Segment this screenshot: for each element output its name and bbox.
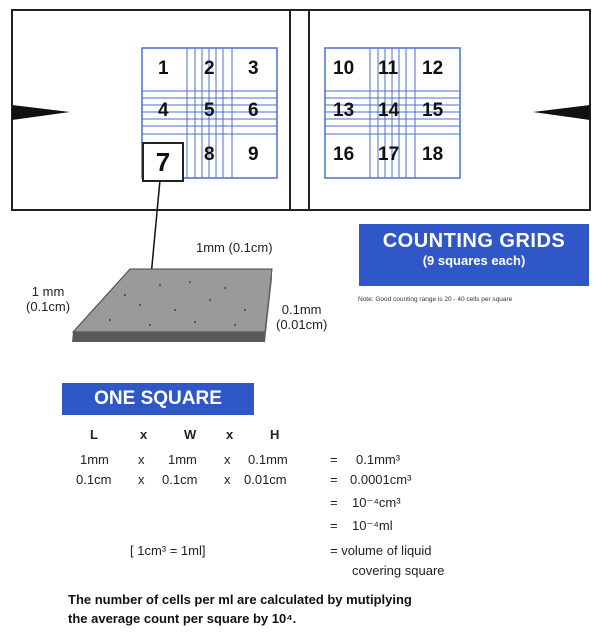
one-square-title: ONE SQUARE xyxy=(94,388,222,409)
volume-line-2: covering square xyxy=(352,563,445,578)
header-w: W xyxy=(184,427,197,442)
row3-result: 10⁻⁴cm³ xyxy=(352,495,401,510)
left-counting-grid xyxy=(141,47,278,179)
right-counting-grid xyxy=(324,47,461,179)
volume-line-1: = volume of liquid xyxy=(330,543,432,558)
grid-number: 12 xyxy=(422,58,444,79)
row1-l: 1mm xyxy=(80,452,109,467)
slide-outline xyxy=(11,9,591,211)
footer-text: The number of cells per ml are calculate… xyxy=(68,590,412,628)
square-top-face xyxy=(71,268,273,333)
row3-eq: = xyxy=(330,495,338,510)
conversion-note: [ 1cm³ = 1ml] xyxy=(130,543,206,558)
dimension-right-line1: 0.1mm xyxy=(281,302,322,317)
row2-l: 0.1cm xyxy=(76,472,112,487)
row2-h: 0.01cm xyxy=(244,472,287,487)
header-x1: x xyxy=(140,427,148,442)
callout-number: 7 xyxy=(155,147,171,177)
row2-eq: = xyxy=(330,472,338,487)
counting-grids-box: COUNTING GRIDS (9 squares each) xyxy=(359,224,589,286)
footer-line-2: the average count per square by 10⁴. xyxy=(68,611,297,626)
counting-grids-title: COUNTING GRIDS xyxy=(382,230,566,252)
one-square-illustration xyxy=(71,179,273,342)
header-l: L xyxy=(90,427,98,442)
square-front-face xyxy=(72,332,265,342)
one-square-banner: ONE SQUARE xyxy=(62,383,254,415)
grid-number: 10 xyxy=(333,58,355,79)
row2-w: 0.1cm xyxy=(162,472,198,487)
grid-number: 5 xyxy=(204,100,215,121)
grid-number: 6 xyxy=(248,100,259,121)
dimension-left-label: 1 mm (0.1cm) xyxy=(26,284,70,314)
grid-number: 9 xyxy=(248,144,259,165)
counting-range-note: Note: Good counting range is 20 - 40 cel… xyxy=(358,296,513,303)
callout-square-7: 7 xyxy=(142,142,184,182)
row2-x1: x xyxy=(138,472,145,487)
grid-number: 13 xyxy=(333,100,355,121)
left-arrow-marker xyxy=(12,105,70,120)
grid-number: 17 xyxy=(378,144,400,165)
footer-line-1: The number of cells per ml are calculate… xyxy=(68,592,412,607)
header-x2: x xyxy=(226,427,234,442)
right-arrow-marker xyxy=(533,105,590,120)
dimension-right-line2: (0.01cm) xyxy=(276,317,328,332)
grid-number: 11 xyxy=(378,58,399,79)
square-side-face xyxy=(265,269,272,342)
row1-h: 0.1mm xyxy=(248,452,288,467)
row1-x2: x xyxy=(224,452,231,467)
grid-number: 15 xyxy=(422,100,444,121)
grid-number: 2 xyxy=(204,58,215,79)
hemocytometer-slide xyxy=(11,9,591,211)
row1-result: 0.1mm³ xyxy=(356,452,401,467)
row1-w: 1mm xyxy=(168,452,197,467)
header-h: H xyxy=(270,427,280,442)
row2-result: 0.0001cm³ xyxy=(350,472,412,487)
dimension-left-line2: (0.1cm) xyxy=(26,299,71,314)
row4-result: 10⁻⁴ml xyxy=(352,518,393,533)
grid-number: 18 xyxy=(422,144,444,165)
grid-number: 16 xyxy=(333,144,355,165)
dimension-top-label: 1mm (0.1cm) xyxy=(196,240,273,255)
row1-x1: x xyxy=(138,452,145,467)
grid-number: 8 xyxy=(204,144,215,165)
row2-x2: x xyxy=(224,472,231,487)
grid-number: 14 xyxy=(378,100,400,121)
dimension-right-label: 0.1mm (0.01cm) xyxy=(276,302,327,332)
row1-eq: = xyxy=(330,452,338,467)
counting-grids-subtitle: (9 squares each) xyxy=(422,253,526,268)
grid-number: 4 xyxy=(158,100,169,121)
dimension-left-line1: 1 mm xyxy=(31,284,65,299)
grid-number: 3 xyxy=(248,58,259,79)
grid-number: 1 xyxy=(158,58,169,79)
row4-eq: = xyxy=(330,518,338,533)
